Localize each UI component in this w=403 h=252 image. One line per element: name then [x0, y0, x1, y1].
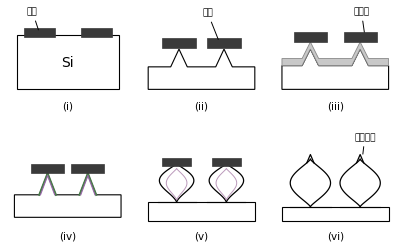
Polygon shape [15, 174, 121, 217]
Text: (vi): (vi) [327, 231, 344, 241]
Text: (iv): (iv) [59, 231, 76, 241]
Bar [162, 39, 195, 49]
Bar [148, 202, 255, 221]
Polygon shape [282, 43, 388, 67]
Bar [17, 36, 118, 90]
Bar [212, 159, 241, 167]
Text: 保护层: 保护层 [353, 8, 370, 34]
Text: (i): (i) [62, 101, 73, 111]
Text: (v): (v) [194, 231, 209, 241]
Polygon shape [282, 50, 388, 90]
Polygon shape [148, 50, 255, 90]
Bar [282, 207, 388, 221]
Bar [344, 33, 377, 43]
Bar [31, 164, 64, 174]
Text: 尖锥: 尖锥 [202, 9, 218, 40]
Bar [81, 29, 112, 38]
Bar [294, 33, 327, 43]
Text: Si: Si [61, 56, 74, 70]
Text: 纳米沟道: 纳米沟道 [354, 133, 376, 154]
Text: (ii): (ii) [195, 101, 208, 111]
Bar [24, 29, 55, 38]
Text: (iii): (iii) [327, 101, 344, 111]
Bar [162, 159, 191, 167]
Bar [71, 164, 104, 174]
Bar [208, 39, 241, 49]
Text: 掩膜: 掩膜 [27, 8, 38, 31]
